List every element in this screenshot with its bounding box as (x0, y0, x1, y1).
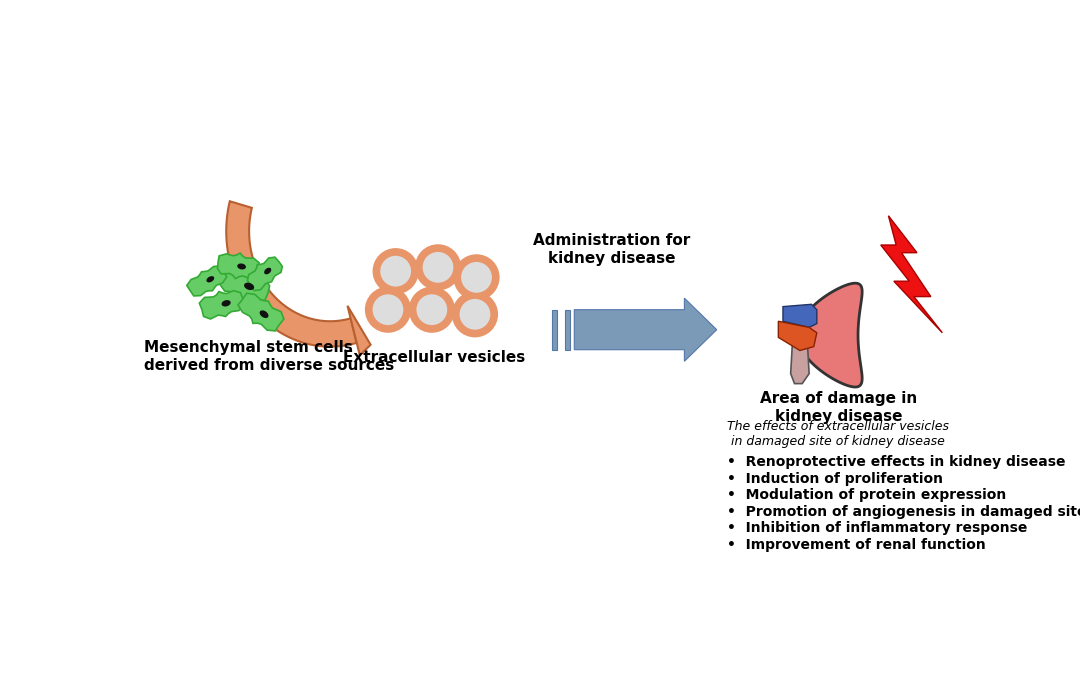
Text: •  Induction of proliferation: • Induction of proliferation (727, 472, 943, 486)
Text: Area of damage in
kidney disease: Area of damage in kidney disease (759, 392, 917, 424)
Polygon shape (798, 284, 862, 387)
Text: Extracellular vesicles: Extracellular vesicles (343, 350, 525, 365)
Ellipse shape (206, 276, 214, 282)
Circle shape (373, 248, 419, 294)
Ellipse shape (238, 263, 246, 269)
Circle shape (380, 256, 411, 287)
Polygon shape (217, 253, 259, 279)
Circle shape (460, 299, 490, 329)
Polygon shape (881, 216, 943, 333)
Polygon shape (783, 304, 816, 327)
Circle shape (408, 287, 455, 333)
Circle shape (454, 254, 500, 300)
Circle shape (365, 287, 411, 333)
Ellipse shape (265, 268, 271, 274)
Polygon shape (238, 293, 284, 331)
Polygon shape (200, 291, 244, 319)
Polygon shape (779, 321, 816, 350)
Polygon shape (791, 322, 809, 383)
Polygon shape (348, 306, 370, 356)
Polygon shape (247, 257, 282, 290)
Circle shape (461, 262, 491, 293)
Polygon shape (219, 267, 270, 302)
Text: •  Renoprotective effects in kidney disease: • Renoprotective effects in kidney disea… (727, 455, 1065, 469)
Text: •  Modulation of protein expression: • Modulation of protein expression (727, 488, 1005, 502)
Text: Mesenchymal stem cells
derived from diverse sources: Mesenchymal stem cells derived from dive… (144, 340, 394, 373)
Circle shape (422, 252, 454, 283)
Polygon shape (187, 266, 227, 296)
Text: The effects of extracellular vesicles
in damaged site of kidney disease: The effects of extracellular vesicles in… (728, 420, 949, 448)
Text: •  Promotion of angiogenesis in damaged site: • Promotion of angiogenesis in damaged s… (727, 505, 1080, 519)
Circle shape (417, 294, 447, 325)
Circle shape (451, 291, 498, 338)
Polygon shape (575, 298, 717, 361)
Circle shape (373, 294, 403, 325)
Polygon shape (226, 201, 356, 347)
Ellipse shape (244, 283, 254, 290)
Ellipse shape (221, 300, 231, 306)
Bar (565, 310, 570, 350)
Ellipse shape (259, 310, 269, 318)
Text: Administration for
kidney disease: Administration for kidney disease (532, 234, 690, 266)
Text: •  Improvement of renal function: • Improvement of renal function (727, 538, 986, 552)
Bar (552, 310, 557, 350)
Text: •  Inhibition of inflammatory response: • Inhibition of inflammatory response (727, 521, 1027, 535)
Circle shape (415, 244, 461, 290)
